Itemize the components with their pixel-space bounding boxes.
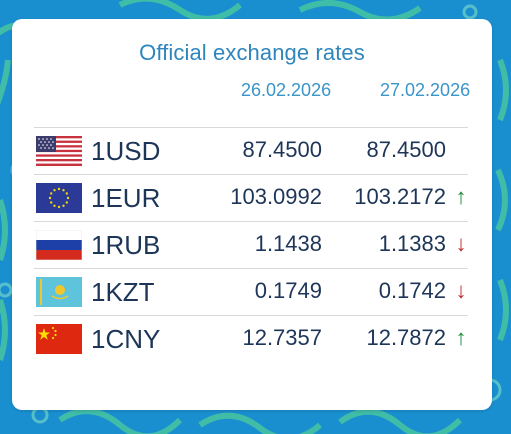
- eu-flag-icon: [36, 183, 82, 213]
- currency-code: 1KZT: [91, 277, 155, 307]
- rate-row-rub: 1RUB 1.1438 1.1383 ↓: [34, 221, 468, 268]
- rates-table: 1USD 87.4500 87.4500 1EUR 103.0992 103.2…: [34, 127, 468, 362]
- currency-code: 1USD: [91, 136, 161, 166]
- currency-code: 1CNY: [91, 324, 161, 354]
- exchange-rates-card: Official exchange rates 26.02.2026 27.02…: [12, 19, 492, 410]
- currency-code: 1EUR: [91, 183, 161, 213]
- trend-up-icon: ↑: [455, 184, 467, 209]
- rate-date-1: 12.7357: [242, 325, 322, 350]
- rate-row-eur: 1EUR 103.0992 103.2172 ↑: [34, 174, 468, 221]
- rate-date-2: 103.2172: [354, 184, 446, 209]
- currency-code: 1RUB: [91, 230, 161, 260]
- trend-down-icon: ↓: [455, 278, 467, 303]
- rate-date-2: 1.1383: [378, 231, 446, 256]
- rate-date-1: 87.4500: [242, 137, 322, 162]
- cn-flag-icon: [36, 324, 82, 354]
- us-flag-icon: [36, 136, 82, 166]
- date-column-2: 27.02.2026: [380, 80, 471, 100]
- trend-down-icon: ↓: [455, 231, 467, 256]
- rate-row-cny: 1CNY 12.7357 12.7872 ↑: [34, 315, 468, 362]
- rate-row-kzt: 1KZT 0.1749 0.1742 ↓: [34, 268, 468, 315]
- rate-date-1: 1.1438: [254, 231, 322, 256]
- ru-flag-icon: [36, 230, 82, 260]
- trend-up-icon: ↑: [455, 325, 467, 350]
- rate-date-2: 12.7872: [366, 325, 446, 350]
- rate-date-2: 87.4500: [366, 137, 446, 162]
- rate-date-2: 0.1742: [378, 278, 446, 303]
- card-title: Official exchange rates: [139, 40, 365, 65]
- date-column-1: 26.02.2026: [241, 80, 332, 100]
- rate-date-1: 103.0992: [230, 184, 322, 209]
- rate-date-1: 0.1749: [254, 278, 322, 303]
- rate-row-usd: 1USD 87.4500 87.4500: [34, 127, 468, 174]
- kz-flag-icon: [36, 277, 82, 307]
